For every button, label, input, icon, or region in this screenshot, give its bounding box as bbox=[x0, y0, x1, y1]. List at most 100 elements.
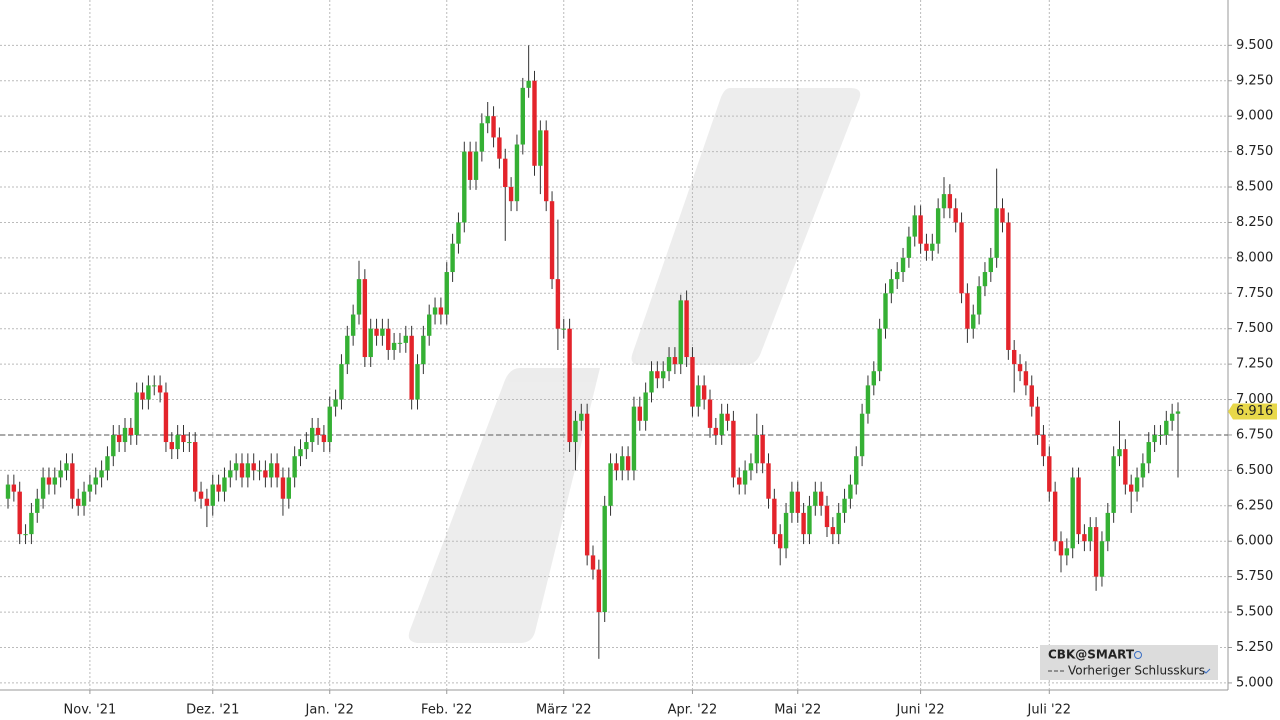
candle-body bbox=[169, 442, 174, 450]
candle-body bbox=[859, 413, 865, 457]
candle-body bbox=[666, 357, 672, 372]
candle-body bbox=[988, 257, 993, 273]
candle-body bbox=[415, 364, 420, 400]
candle-body bbox=[122, 427, 128, 443]
candle-body bbox=[1146, 442, 1151, 464]
y-tick-label: 5.250 bbox=[1236, 640, 1273, 655]
y-tick-label: 9.000 bbox=[1236, 109, 1273, 124]
candle-body bbox=[76, 498, 81, 506]
candle-body bbox=[327, 406, 332, 443]
legend-check bbox=[1203, 668, 1211, 674]
candle-body bbox=[350, 314, 356, 336]
candle-body bbox=[386, 328, 391, 350]
candle-body bbox=[116, 434, 122, 443]
candle-body bbox=[1064, 548, 1070, 556]
candle-body bbox=[64, 463, 69, 471]
y-tick-label: 7.500 bbox=[1236, 321, 1273, 336]
candle-body bbox=[848, 484, 853, 499]
candle-body bbox=[251, 463, 256, 471]
x-tick-label: Nov. '21 bbox=[64, 703, 117, 718]
candle-body bbox=[146, 385, 151, 400]
candle-body bbox=[994, 208, 999, 258]
candle-body bbox=[1169, 413, 1175, 421]
candle-body bbox=[590, 555, 596, 570]
candle-body bbox=[356, 279, 362, 315]
candle-body bbox=[818, 491, 824, 506]
candle-body bbox=[655, 371, 660, 379]
candle-body bbox=[181, 434, 186, 443]
legend-icon bbox=[1134, 651, 1142, 659]
candle-body bbox=[760, 434, 765, 464]
candle-body bbox=[315, 427, 321, 435]
candle-body bbox=[263, 470, 268, 478]
y-tick-label: 6.250 bbox=[1236, 498, 1273, 513]
candle-body bbox=[269, 463, 274, 478]
candle-body bbox=[140, 392, 145, 400]
candle-body bbox=[345, 335, 350, 365]
candle-body bbox=[1134, 477, 1140, 492]
candle-body bbox=[924, 243, 929, 251]
candle-body bbox=[403, 335, 408, 343]
candle-body bbox=[1035, 406, 1040, 435]
candle-body bbox=[444, 272, 449, 315]
candle-body bbox=[1006, 222, 1011, 350]
y-tick-label: 9.500 bbox=[1236, 38, 1273, 53]
y-tick-label: 7.000 bbox=[1236, 392, 1273, 407]
legend-label: Vorheriger Schlusskurs bbox=[1068, 664, 1205, 678]
candle-body bbox=[731, 420, 736, 478]
y-tick-label: 5.000 bbox=[1236, 675, 1273, 690]
candle-body bbox=[1123, 449, 1128, 485]
candle-body bbox=[239, 463, 245, 478]
candle-body bbox=[1140, 463, 1146, 478]
candle-body bbox=[5, 484, 11, 499]
candle-body bbox=[280, 477, 286, 499]
candle-body bbox=[292, 456, 297, 478]
candle-body bbox=[614, 463, 619, 471]
candle-body bbox=[245, 463, 251, 478]
candle-body bbox=[783, 512, 789, 549]
candle-body bbox=[467, 151, 473, 180]
candle-body bbox=[210, 484, 215, 506]
candle-body bbox=[479, 123, 485, 152]
last-price-pointer bbox=[1228, 403, 1277, 420]
candle-body bbox=[40, 477, 46, 499]
candle-body bbox=[1047, 456, 1052, 492]
candle-body bbox=[725, 413, 730, 421]
candle-body bbox=[450, 243, 455, 273]
candle-body bbox=[134, 392, 139, 435]
candle-body bbox=[965, 293, 970, 329]
candle-body bbox=[526, 80, 531, 88]
candle-body bbox=[713, 427, 719, 435]
candle-body bbox=[549, 201, 555, 280]
candle-body bbox=[1012, 349, 1017, 365]
candle-body bbox=[625, 456, 631, 471]
candle-body bbox=[257, 470, 262, 472]
candle-body bbox=[935, 208, 941, 244]
candle-body bbox=[93, 477, 98, 485]
candle-body bbox=[871, 371, 876, 386]
candle-body bbox=[947, 194, 953, 209]
candle-body bbox=[105, 456, 110, 471]
candle-body bbox=[778, 534, 783, 549]
candle-body bbox=[789, 491, 795, 513]
candle-body bbox=[1129, 484, 1134, 492]
candle-body bbox=[310, 427, 315, 443]
candle-body bbox=[690, 357, 695, 407]
candle-body bbox=[35, 498, 40, 513]
candle-body bbox=[836, 512, 841, 535]
candle-body bbox=[193, 442, 198, 492]
candle-body bbox=[719, 413, 724, 435]
candle-body bbox=[298, 449, 303, 457]
candle-body bbox=[421, 335, 426, 365]
candle-body bbox=[23, 534, 28, 536]
candle-body bbox=[883, 293, 888, 329]
candle-body bbox=[912, 215, 917, 237]
candle-body bbox=[555, 279, 561, 329]
candle-body bbox=[895, 272, 900, 280]
candle-body bbox=[152, 385, 157, 387]
candle-body bbox=[865, 385, 871, 414]
candle-body bbox=[491, 116, 496, 138]
candle-body bbox=[877, 328, 882, 372]
x-tick-label: Jan. '22 bbox=[305, 703, 354, 718]
candle-body bbox=[432, 307, 438, 315]
